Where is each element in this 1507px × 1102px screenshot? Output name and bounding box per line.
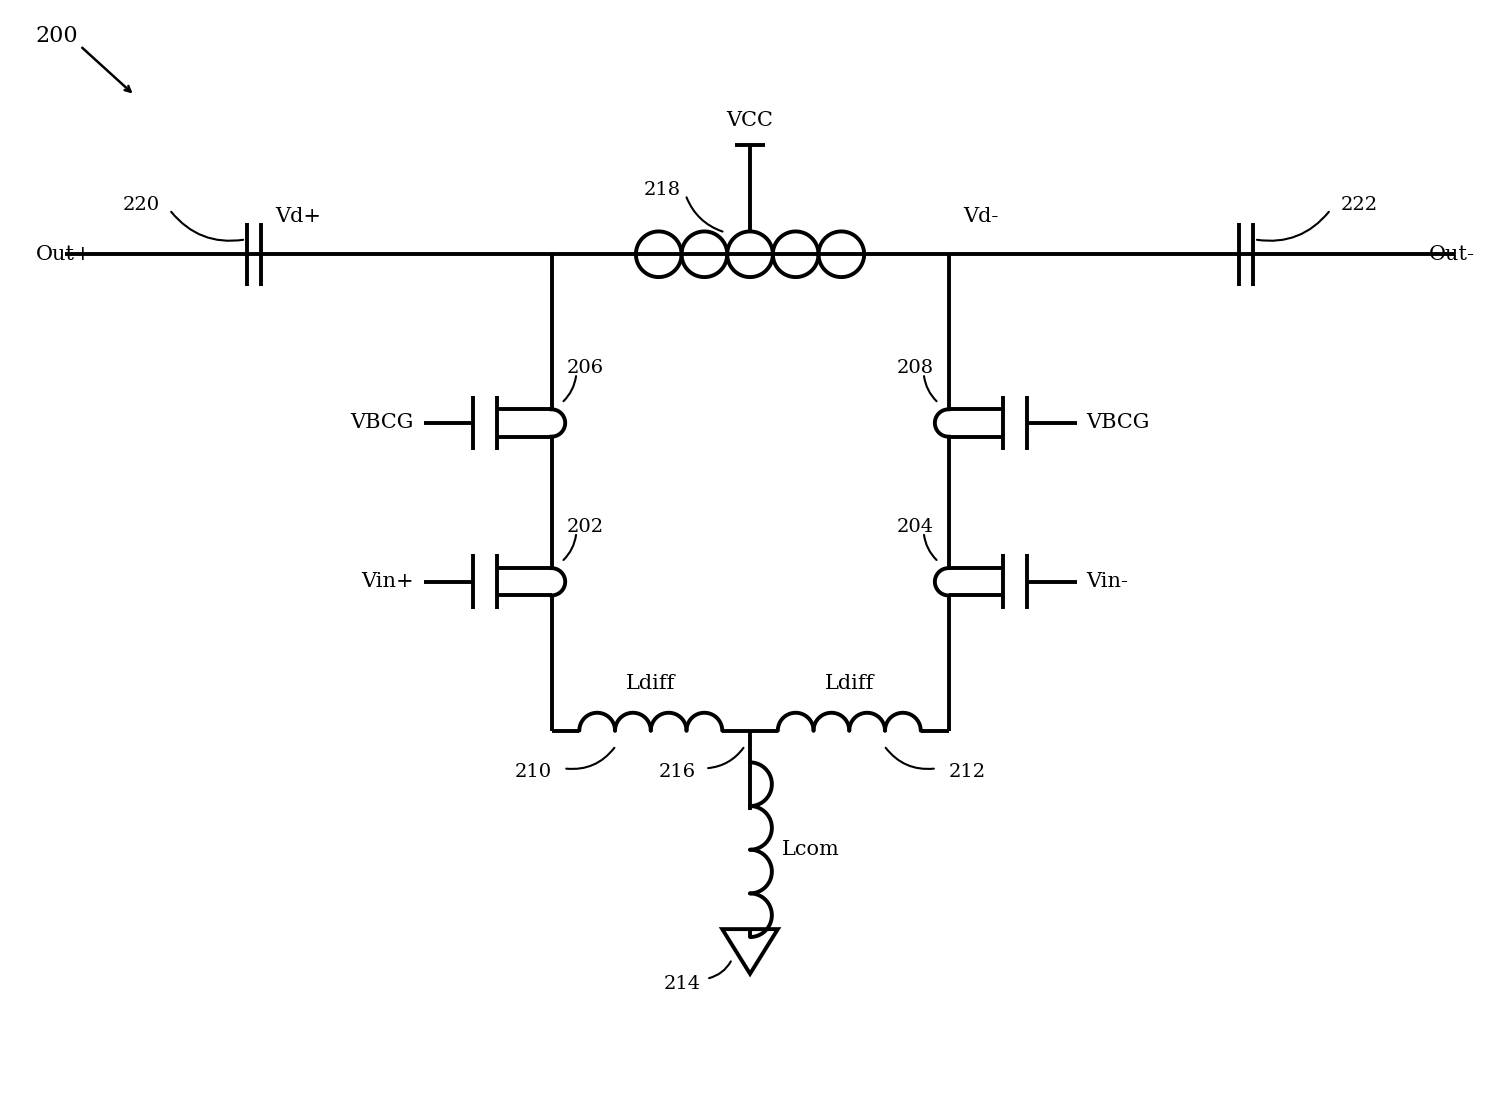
- Text: Ldiff: Ldiff: [824, 674, 874, 693]
- Text: Vd-: Vd-: [963, 207, 999, 227]
- Text: 222: 222: [1341, 196, 1377, 214]
- Text: 216: 216: [659, 764, 695, 781]
- Text: Out+: Out+: [36, 245, 92, 263]
- Text: 202: 202: [567, 518, 603, 537]
- Text: 208: 208: [897, 359, 934, 377]
- Text: Out-: Out-: [1429, 245, 1474, 263]
- Text: Vd+: Vd+: [276, 207, 321, 227]
- Text: 210: 210: [514, 764, 552, 781]
- Text: 220: 220: [122, 196, 160, 214]
- Text: Vin-: Vin-: [1087, 572, 1129, 592]
- Text: 200: 200: [36, 25, 78, 47]
- Text: 212: 212: [948, 764, 986, 781]
- Text: 204: 204: [897, 518, 934, 537]
- Text: VBCG: VBCG: [1087, 413, 1150, 432]
- Text: Vin+: Vin+: [362, 572, 413, 592]
- Text: VBCG: VBCG: [350, 413, 413, 432]
- Text: 218: 218: [643, 181, 681, 198]
- Text: Ldiff: Ldiff: [625, 674, 675, 693]
- Text: 214: 214: [663, 974, 701, 993]
- Text: 206: 206: [567, 359, 603, 377]
- Text: Lcom: Lcom: [782, 840, 839, 860]
- Text: VCC: VCC: [726, 111, 773, 130]
